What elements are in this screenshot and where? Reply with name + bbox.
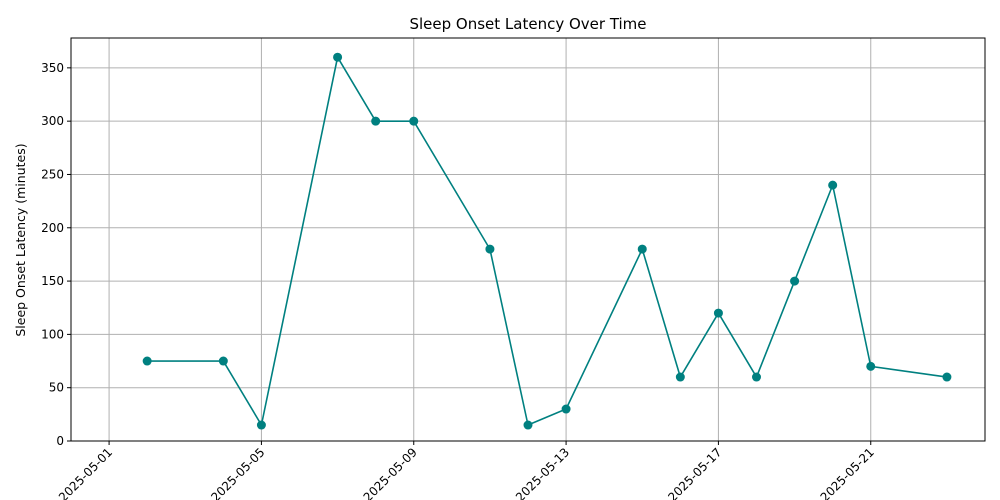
data-point <box>256 420 266 430</box>
data-point <box>828 180 838 190</box>
axes-frame <box>70 37 986 442</box>
data-point <box>942 372 952 382</box>
y-tick-label: 350 <box>41 61 64 75</box>
y-tick-label: 200 <box>41 221 64 235</box>
data-point <box>218 356 228 366</box>
data-point <box>866 361 876 371</box>
y-tick-label: 250 <box>41 167 64 181</box>
y-tick-label: 0 <box>56 434 64 448</box>
gridlines <box>71 38 985 442</box>
data-point <box>561 404 571 414</box>
data-point <box>371 116 381 126</box>
data-point <box>409 116 419 126</box>
data-point <box>637 244 647 254</box>
data-point <box>333 52 343 62</box>
data-point <box>790 276 800 286</box>
chart-title: Sleep Onset Latency Over Time <box>409 15 646 33</box>
y-axis-label: Sleep Onset Latency (minutes) <box>13 143 28 336</box>
y-tick-label: 150 <box>41 274 64 288</box>
data-point <box>675 372 685 382</box>
y-tick-label: 100 <box>41 327 64 341</box>
y-tick-label: 300 <box>41 114 64 128</box>
data-point <box>713 308 723 318</box>
axes <box>67 37 986 445</box>
data-point <box>523 420 533 430</box>
data-point <box>485 244 495 254</box>
data-point <box>752 372 761 382</box>
data-point <box>142 356 152 366</box>
y-tick-label: 50 <box>49 381 64 395</box>
data-series <box>142 52 952 430</box>
